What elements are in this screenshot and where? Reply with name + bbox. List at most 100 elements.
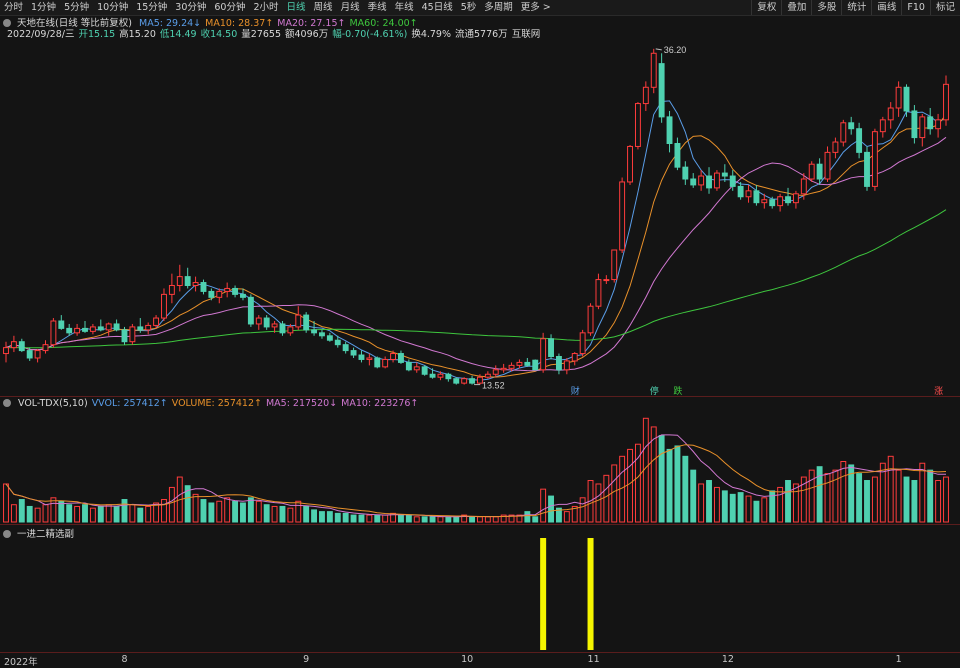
candle-body xyxy=(563,360,570,371)
period-tab-10[interactable]: 月线 xyxy=(340,2,360,13)
volume-bar xyxy=(935,480,942,523)
tool-button-1[interactable]: 叠加 xyxy=(781,0,811,15)
candle-body xyxy=(682,166,689,180)
period-tab-0[interactable]: 分时 xyxy=(4,2,24,13)
candle-body xyxy=(358,354,365,360)
period-tab-15[interactable]: 多周期 xyxy=(484,2,513,13)
volume-bar xyxy=(263,504,270,523)
candle-body xyxy=(105,323,112,331)
candle-body xyxy=(603,279,610,282)
volume-bar xyxy=(895,469,902,523)
candle-body xyxy=(192,282,199,286)
candle-body xyxy=(342,344,349,352)
volume-bar xyxy=(713,486,720,523)
candle-body xyxy=(887,107,894,121)
tool-button-2[interactable]: 多股 xyxy=(811,0,841,15)
period-tab-12[interactable]: 年线 xyxy=(394,2,414,13)
period-tab-7[interactable]: 2小时 xyxy=(253,2,279,13)
volume-bar xyxy=(603,474,610,523)
candle-body xyxy=(492,369,499,375)
ma-line-ma20 xyxy=(5,136,947,372)
volume-label-1: VVOL: 257412↑ xyxy=(91,398,168,409)
period-tab-13[interactable]: 45日线 xyxy=(421,2,453,13)
volume-bar xyxy=(753,500,760,523)
candle-body xyxy=(176,276,183,286)
volume-bar xyxy=(287,507,294,523)
period-tab-1[interactable]: 1分钟 xyxy=(31,2,57,13)
period-tab-16[interactable]: 更多 > xyxy=(520,2,551,13)
volume-bar xyxy=(808,469,815,523)
period-tab-2[interactable]: 5分钟 xyxy=(64,2,90,13)
candle-body xyxy=(524,361,531,366)
quote-field-7: 幅-0.70(-4.61%) xyxy=(332,29,408,40)
period-tab-3[interactable]: 10分钟 xyxy=(97,2,129,13)
low-price-label: 13.52 xyxy=(482,381,505,391)
tool-button-4[interactable]: 画线 xyxy=(871,0,901,15)
volume-bar xyxy=(18,499,25,523)
volume-bar xyxy=(832,469,839,523)
candle-body xyxy=(240,293,246,298)
period-tab-9[interactable]: 周线 xyxy=(313,2,333,13)
candle-body xyxy=(516,361,523,366)
volume-bar xyxy=(761,497,768,523)
x-axis-label: 12 xyxy=(721,654,734,665)
volume-bar xyxy=(271,505,278,523)
candle-body xyxy=(879,119,886,133)
volume-bar xyxy=(548,495,554,523)
tool-button-3[interactable]: 统计 xyxy=(841,0,871,15)
volume-bar xyxy=(82,504,88,523)
period-tab-8[interactable]: 日线 xyxy=(286,2,306,13)
candle-body xyxy=(232,287,239,295)
candle-body xyxy=(642,86,649,105)
period-tab-4[interactable]: 15分钟 xyxy=(136,2,168,13)
volume-bar xyxy=(690,469,697,523)
price-panel-header: 天地在线(日线 等比前复权) MA5: 29.24↓ MA10: 28.37↑ MA… xyxy=(3,15,418,29)
period-tab-11[interactable]: 季线 xyxy=(367,2,387,13)
candle-body xyxy=(10,341,17,349)
candle-body xyxy=(477,376,483,384)
candle-body xyxy=(650,52,657,88)
x-axis-label: 10 xyxy=(461,654,474,665)
candle-body xyxy=(319,332,325,337)
candle-body xyxy=(721,172,728,177)
volume-bar xyxy=(42,504,49,523)
candle-body xyxy=(421,366,428,375)
volume-bar xyxy=(421,516,428,523)
candle-body xyxy=(437,373,444,378)
volume-bar xyxy=(192,493,199,523)
volume-bar xyxy=(74,505,81,523)
indicator-settings-icon[interactable] xyxy=(3,530,11,538)
candle-body xyxy=(58,320,65,329)
period-tab-14[interactable]: 5秒 xyxy=(460,2,477,13)
candle-body xyxy=(785,196,791,204)
volume-bar xyxy=(484,516,491,523)
volume-bar xyxy=(666,448,673,523)
tool-button-0[interactable]: 复权 xyxy=(751,0,781,15)
volume-bar xyxy=(453,516,460,523)
volume-bar xyxy=(382,514,389,523)
volume-settings-icon[interactable] xyxy=(3,399,11,407)
period-tab-5[interactable]: 30分钟 xyxy=(175,2,207,13)
candle-body xyxy=(729,175,736,187)
volume-bar xyxy=(153,502,160,523)
candle-body xyxy=(698,175,705,186)
candle-body xyxy=(374,357,381,368)
ma-legend: MA5: 29.24↓ MA10: 28.37↑ MA20: 27.15↑ MA60:… xyxy=(135,18,418,29)
candle-body xyxy=(303,314,310,331)
tool-button-6[interactable]: 标记 xyxy=(929,0,960,15)
volume-bar xyxy=(871,476,878,523)
candle-body xyxy=(429,373,436,378)
candle-body xyxy=(903,86,910,112)
period-tab-6[interactable]: 60分钟 xyxy=(214,2,246,13)
ma-line-ma60 xyxy=(6,209,947,349)
volume-bar xyxy=(737,492,744,523)
high-price-label: 36.20 xyxy=(664,45,687,55)
panel-settings-icon[interactable] xyxy=(3,19,11,27)
volume-bar xyxy=(184,485,191,523)
tool-button-5[interactable]: F10 xyxy=(901,0,930,15)
volume-bar xyxy=(634,443,641,523)
volume-bar xyxy=(129,504,136,523)
x-axis-label: 11 xyxy=(587,654,600,665)
x-axis-label: 8 xyxy=(121,654,128,665)
